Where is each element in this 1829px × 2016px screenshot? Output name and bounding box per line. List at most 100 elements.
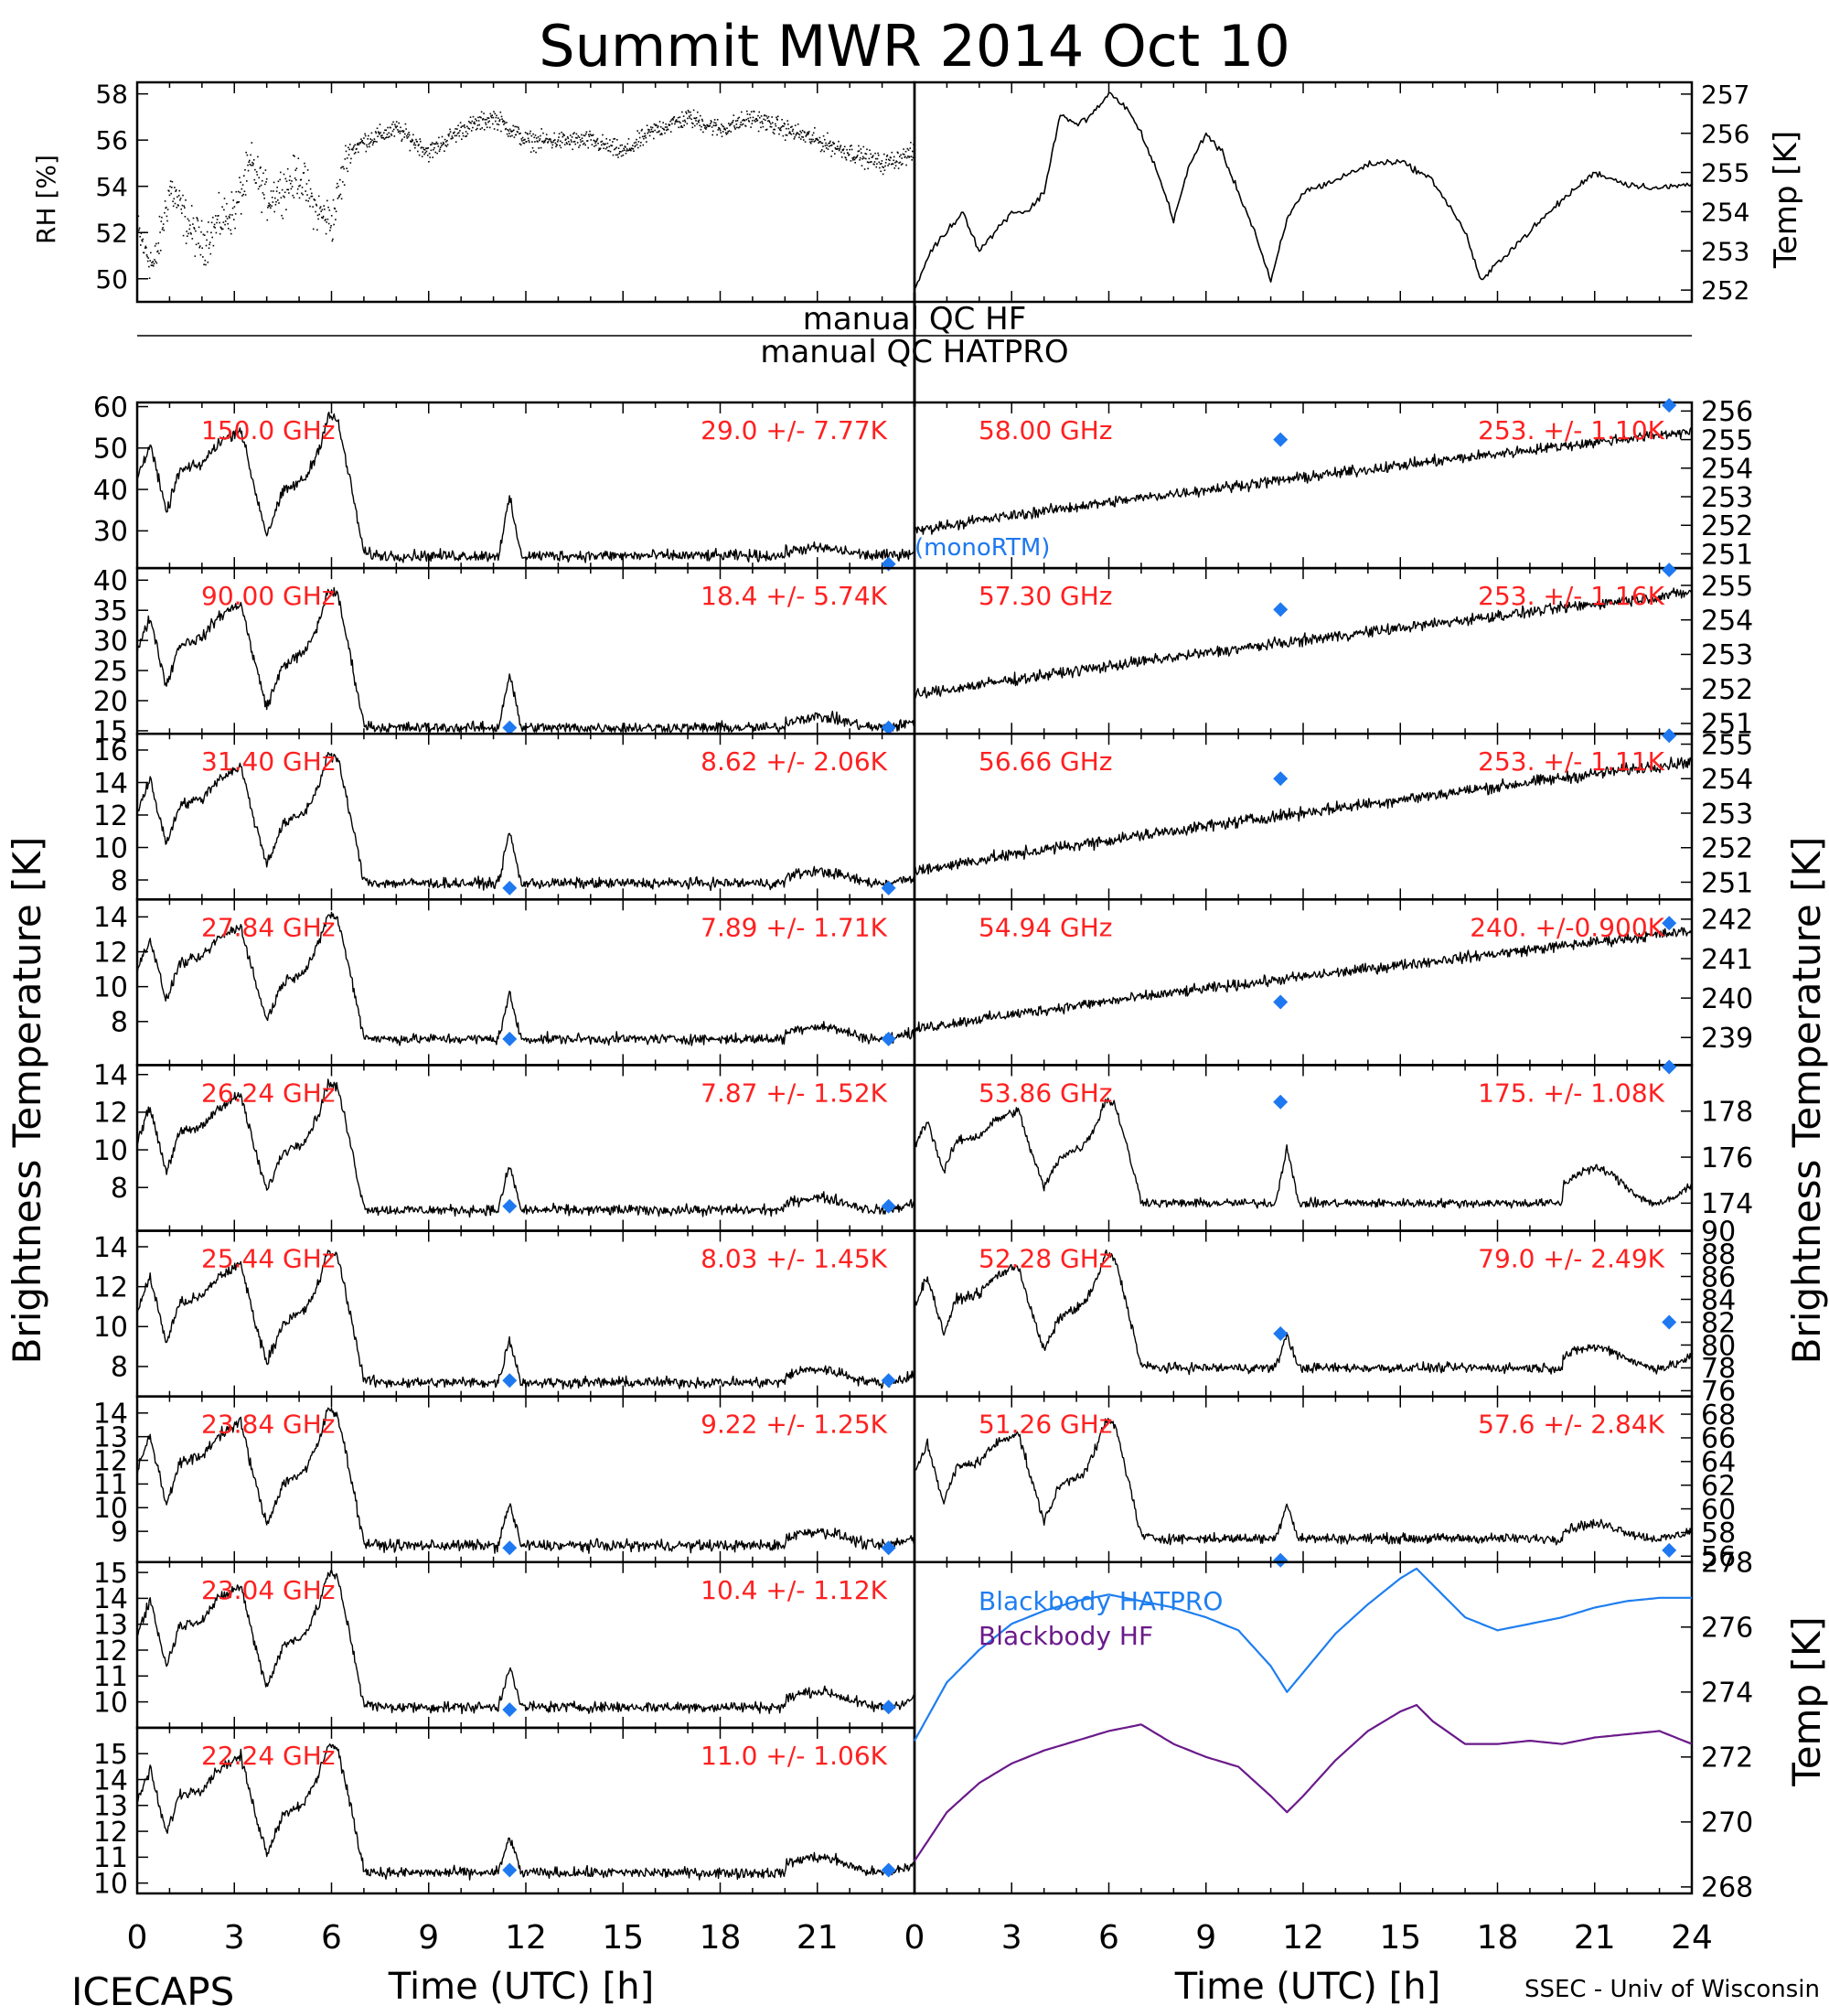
rh-point <box>189 231 192 234</box>
rh-point <box>620 155 623 157</box>
rh-point <box>828 142 829 145</box>
rh-point <box>198 246 200 249</box>
rh-point <box>775 123 776 125</box>
y-tick-label: 68 <box>1701 1399 1736 1432</box>
rh-point <box>309 188 312 190</box>
rh-point <box>166 215 168 218</box>
rh-point <box>591 134 593 136</box>
rh-point <box>682 115 685 117</box>
rh-point <box>784 139 786 141</box>
rh-point <box>701 125 702 128</box>
time-axis-label-left: Time (UTC) [h] <box>388 1966 654 2008</box>
rh-point <box>742 123 744 125</box>
rh-point <box>650 128 653 131</box>
observation-marker <box>1273 1325 1289 1341</box>
rh-point <box>273 181 275 184</box>
rh-point <box>257 155 259 158</box>
rh-point <box>640 142 642 144</box>
rh-point <box>352 146 355 149</box>
rh-point <box>890 163 893 166</box>
rh-point <box>660 133 663 134</box>
rh-point <box>778 129 781 131</box>
rh-point <box>397 129 399 131</box>
rh-point <box>476 127 478 130</box>
rh-point <box>387 126 389 129</box>
rh-point <box>343 184 346 186</box>
rh-point <box>401 130 404 132</box>
observation-marker <box>881 1862 896 1878</box>
rh-point <box>411 140 412 143</box>
rh-point <box>418 154 421 156</box>
rh-point <box>519 143 521 145</box>
y-tick-label: 278 <box>1701 1548 1753 1580</box>
rh-point <box>239 177 241 178</box>
x-tick-label-left: 21 <box>797 1919 839 1957</box>
rh-point <box>288 179 291 181</box>
rh-point <box>444 150 445 152</box>
channel-stats-label: 253. +/- 1.10K <box>1478 415 1664 445</box>
rh-point <box>451 135 454 137</box>
rh-point <box>382 136 384 139</box>
rh-point <box>786 134 788 136</box>
rh-point <box>760 126 762 129</box>
y-tick-label: 58 <box>1701 1517 1736 1550</box>
y-tick-label: 256 <box>1701 396 1753 428</box>
rh-point <box>744 125 747 127</box>
rh-point <box>684 121 687 123</box>
rh-point <box>760 115 763 117</box>
rh-point <box>465 131 467 133</box>
rh-point <box>788 132 790 134</box>
x-tick-label-right: 18 <box>1477 1919 1519 1957</box>
rh-point <box>555 145 557 148</box>
rh-point <box>220 227 222 229</box>
rh-point <box>264 169 267 171</box>
rh-point <box>425 150 428 153</box>
rh-point <box>369 138 371 140</box>
rh-point <box>906 147 909 150</box>
rh-point <box>790 134 793 135</box>
rh-point <box>670 119 673 121</box>
rh-point <box>634 145 636 148</box>
rh-point <box>615 146 617 149</box>
rh-point <box>672 116 675 119</box>
rh-point <box>455 128 456 130</box>
rh-point <box>531 146 534 149</box>
rh-point <box>198 242 199 244</box>
rh-point <box>345 145 347 147</box>
rh-point <box>234 213 237 215</box>
rh-point <box>737 126 740 129</box>
rh-point <box>146 260 149 263</box>
observation-marker <box>1273 771 1289 787</box>
rh-point <box>451 137 453 140</box>
rh-point <box>273 190 274 192</box>
channel-frequency-label: 56.66 GHz <box>979 746 1113 777</box>
bb-temp-axis-label: Temp [K] <box>1784 1616 1829 1787</box>
rh-point <box>594 140 596 142</box>
rh-point <box>599 148 601 150</box>
rh-point <box>264 183 266 186</box>
rh-point <box>154 259 155 261</box>
rh-point <box>213 223 216 226</box>
rh-point <box>690 122 693 124</box>
rh-point <box>739 126 741 128</box>
rh-point <box>414 144 417 146</box>
y-tick-label: 35 <box>93 595 128 627</box>
rh-point <box>874 152 876 155</box>
rh-point <box>565 142 568 144</box>
rh-point <box>581 134 583 136</box>
x-tick-label-right: 9 <box>1195 1919 1216 1957</box>
rh-point <box>553 132 555 134</box>
rh-point <box>298 185 300 188</box>
rh-point <box>700 114 701 117</box>
rh-point <box>461 138 463 140</box>
rh-point <box>294 177 296 179</box>
rh-point <box>858 145 860 147</box>
rh-point <box>675 119 678 121</box>
rh-point <box>818 142 819 144</box>
rh-point <box>912 150 914 153</box>
rh-point <box>540 134 541 137</box>
rh-point <box>481 127 483 129</box>
rh-point <box>677 116 679 119</box>
